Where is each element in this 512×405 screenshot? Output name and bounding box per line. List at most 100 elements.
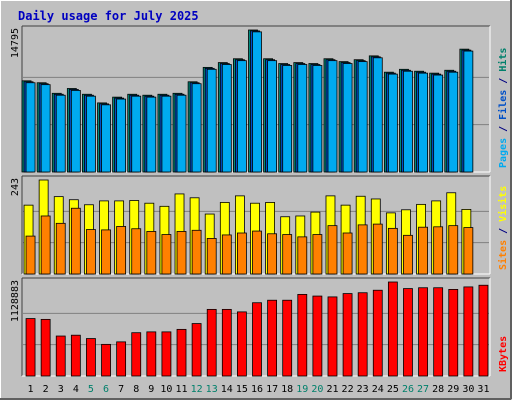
- bar-kbytes-day-27: [418, 287, 428, 377]
- bar-pages-day-4: [70, 90, 81, 173]
- day-label-16: 16: [251, 384, 263, 395]
- kbytes-panel: 1128883 KBytes: [10, 277, 509, 377]
- day-label-21: 21: [326, 384, 338, 395]
- bar-kbytes-day-10: [161, 331, 172, 377]
- bar-pages-day-28: [433, 74, 444, 173]
- bar-pages-day-23: [357, 61, 368, 173]
- bar-pages-day-7: [116, 98, 127, 173]
- side-legend: KBytes: [498, 336, 509, 372]
- bar-kbytes-day-24: [372, 289, 383, 377]
- bar-kbytes-day-28: [433, 287, 444, 377]
- bar-kbytes-day-26: [403, 288, 413, 377]
- legend-part: Files: [497, 90, 509, 120]
- day-label-18: 18: [281, 384, 293, 395]
- bar-pages-day-27: [418, 72, 428, 173]
- bar-kbytes-day-11: [176, 328, 187, 377]
- bar-sites-day-1: [25, 235, 36, 275]
- bar-pages-day-19: [297, 64, 308, 173]
- day-label-22: 22: [342, 384, 354, 395]
- day-label-19: 19: [296, 384, 308, 395]
- bar-pages-day-9: [146, 96, 157, 173]
- bar-sites-day-10: [161, 234, 172, 275]
- day-label-20: 20: [311, 384, 323, 395]
- bar-pages-day-5: [86, 95, 96, 173]
- bar-sites-day-27: [418, 226, 428, 275]
- day-label-2: 2: [43, 384, 49, 395]
- bar-sites-day-17: [267, 233, 277, 275]
- bar-kbytes-day-25: [387, 281, 398, 377]
- bar-kbytes-day-4: [70, 334, 81, 377]
- day-label-13: 13: [206, 384, 218, 395]
- day-label-31: 31: [477, 384, 489, 395]
- bar-kbytes-day-2: [40, 318, 51, 377]
- day-label-7: 7: [118, 384, 124, 395]
- bar-sites-day-7: [116, 226, 127, 275]
- bar-sites-day-4: [70, 207, 81, 275]
- bar-kbytes-day-1: [25, 318, 36, 377]
- bar-sites-day-13: [206, 238, 217, 275]
- day-label-26: 26: [402, 384, 414, 395]
- bar-kbytes-day-17: [267, 299, 277, 377]
- bar-kbytes-day-5: [86, 338, 96, 377]
- day-label-29: 29: [447, 384, 459, 395]
- bar-pages-day-21: [327, 60, 338, 173]
- bar-pages-day-3: [55, 94, 66, 173]
- bar-pages-day-18: [282, 65, 293, 173]
- bar-pages-day-15: [237, 60, 247, 173]
- bar-sites-day-8: [131, 228, 142, 275]
- bar-sites-day-25: [387, 227, 398, 275]
- bar-sites-day-11: [176, 231, 187, 275]
- bar-pages-day-29: [448, 71, 459, 173]
- bar-sites-day-28: [433, 226, 444, 275]
- bar-pages-day-2: [40, 84, 51, 173]
- day-label-9: 9: [148, 384, 154, 395]
- day-label-27: 27: [417, 384, 429, 395]
- bar-pages-day-11: [176, 94, 187, 173]
- visits-panel: 243 Sites / Visits: [10, 175, 509, 275]
- bar-pages-day-30: [463, 50, 474, 173]
- bar-sites-day-2: [40, 215, 51, 275]
- day-label-28: 28: [432, 384, 444, 395]
- day-label-6: 6: [103, 384, 109, 395]
- day-label-14: 14: [221, 384, 233, 395]
- y-max-label: 1128883: [10, 280, 21, 322]
- series-kbytes: [25, 281, 489, 377]
- day-labels: 1 2 3 4 5 6 7 8 9 10 11 12 13 14 15 16 17 18 19 20 21 22 23 24 2…: [28, 384, 490, 395]
- bar-sites-day-22: [342, 232, 353, 275]
- bar-kbytes-day-20: [312, 295, 323, 377]
- bar-kbytes-day-12: [191, 323, 202, 377]
- day-label-3: 3: [58, 384, 64, 395]
- bar-sites-day-3: [55, 222, 66, 275]
- legend-part: Sites: [497, 240, 509, 270]
- bar-sites-day-5: [86, 229, 96, 275]
- legend-part: Visits: [497, 186, 509, 222]
- hits-panel: 14795 Pages / Files / Hits: [10, 25, 509, 173]
- side-legend: Pages / Files / Hits: [497, 48, 509, 168]
- y-max-label: 243: [10, 178, 21, 196]
- bar-pages-day-14: [221, 64, 232, 173]
- day-label-12: 12: [191, 384, 203, 395]
- legend-part: Hits: [497, 48, 509, 72]
- bar-sites-day-21: [327, 225, 338, 275]
- bar-sites-day-23: [357, 224, 368, 275]
- bar-kbytes-day-14: [221, 308, 232, 377]
- legend-part: /: [498, 120, 509, 138]
- day-label-25: 25: [387, 384, 399, 395]
- bar-sites-day-29: [448, 225, 459, 275]
- bar-kbytes-day-13: [206, 308, 217, 377]
- legend-part: KBytes: [498, 336, 509, 372]
- day-label-17: 17: [266, 384, 278, 395]
- bar-kbytes-day-18: [282, 299, 293, 377]
- bar-pages-day-16: [252, 31, 262, 173]
- bar-pages-day-17: [267, 60, 277, 173]
- bar-kbytes-day-29: [448, 289, 459, 377]
- bar-pages-day-22: [342, 63, 353, 173]
- bar-kbytes-day-16: [252, 302, 262, 377]
- bar-pages-day-12: [191, 83, 202, 173]
- day-label-1: 1: [28, 384, 34, 395]
- bar-kbytes-day-30: [463, 286, 474, 377]
- series-pages: [25, 31, 474, 173]
- bar-sites-day-6: [101, 229, 111, 275]
- bar-kbytes-day-9: [146, 331, 157, 377]
